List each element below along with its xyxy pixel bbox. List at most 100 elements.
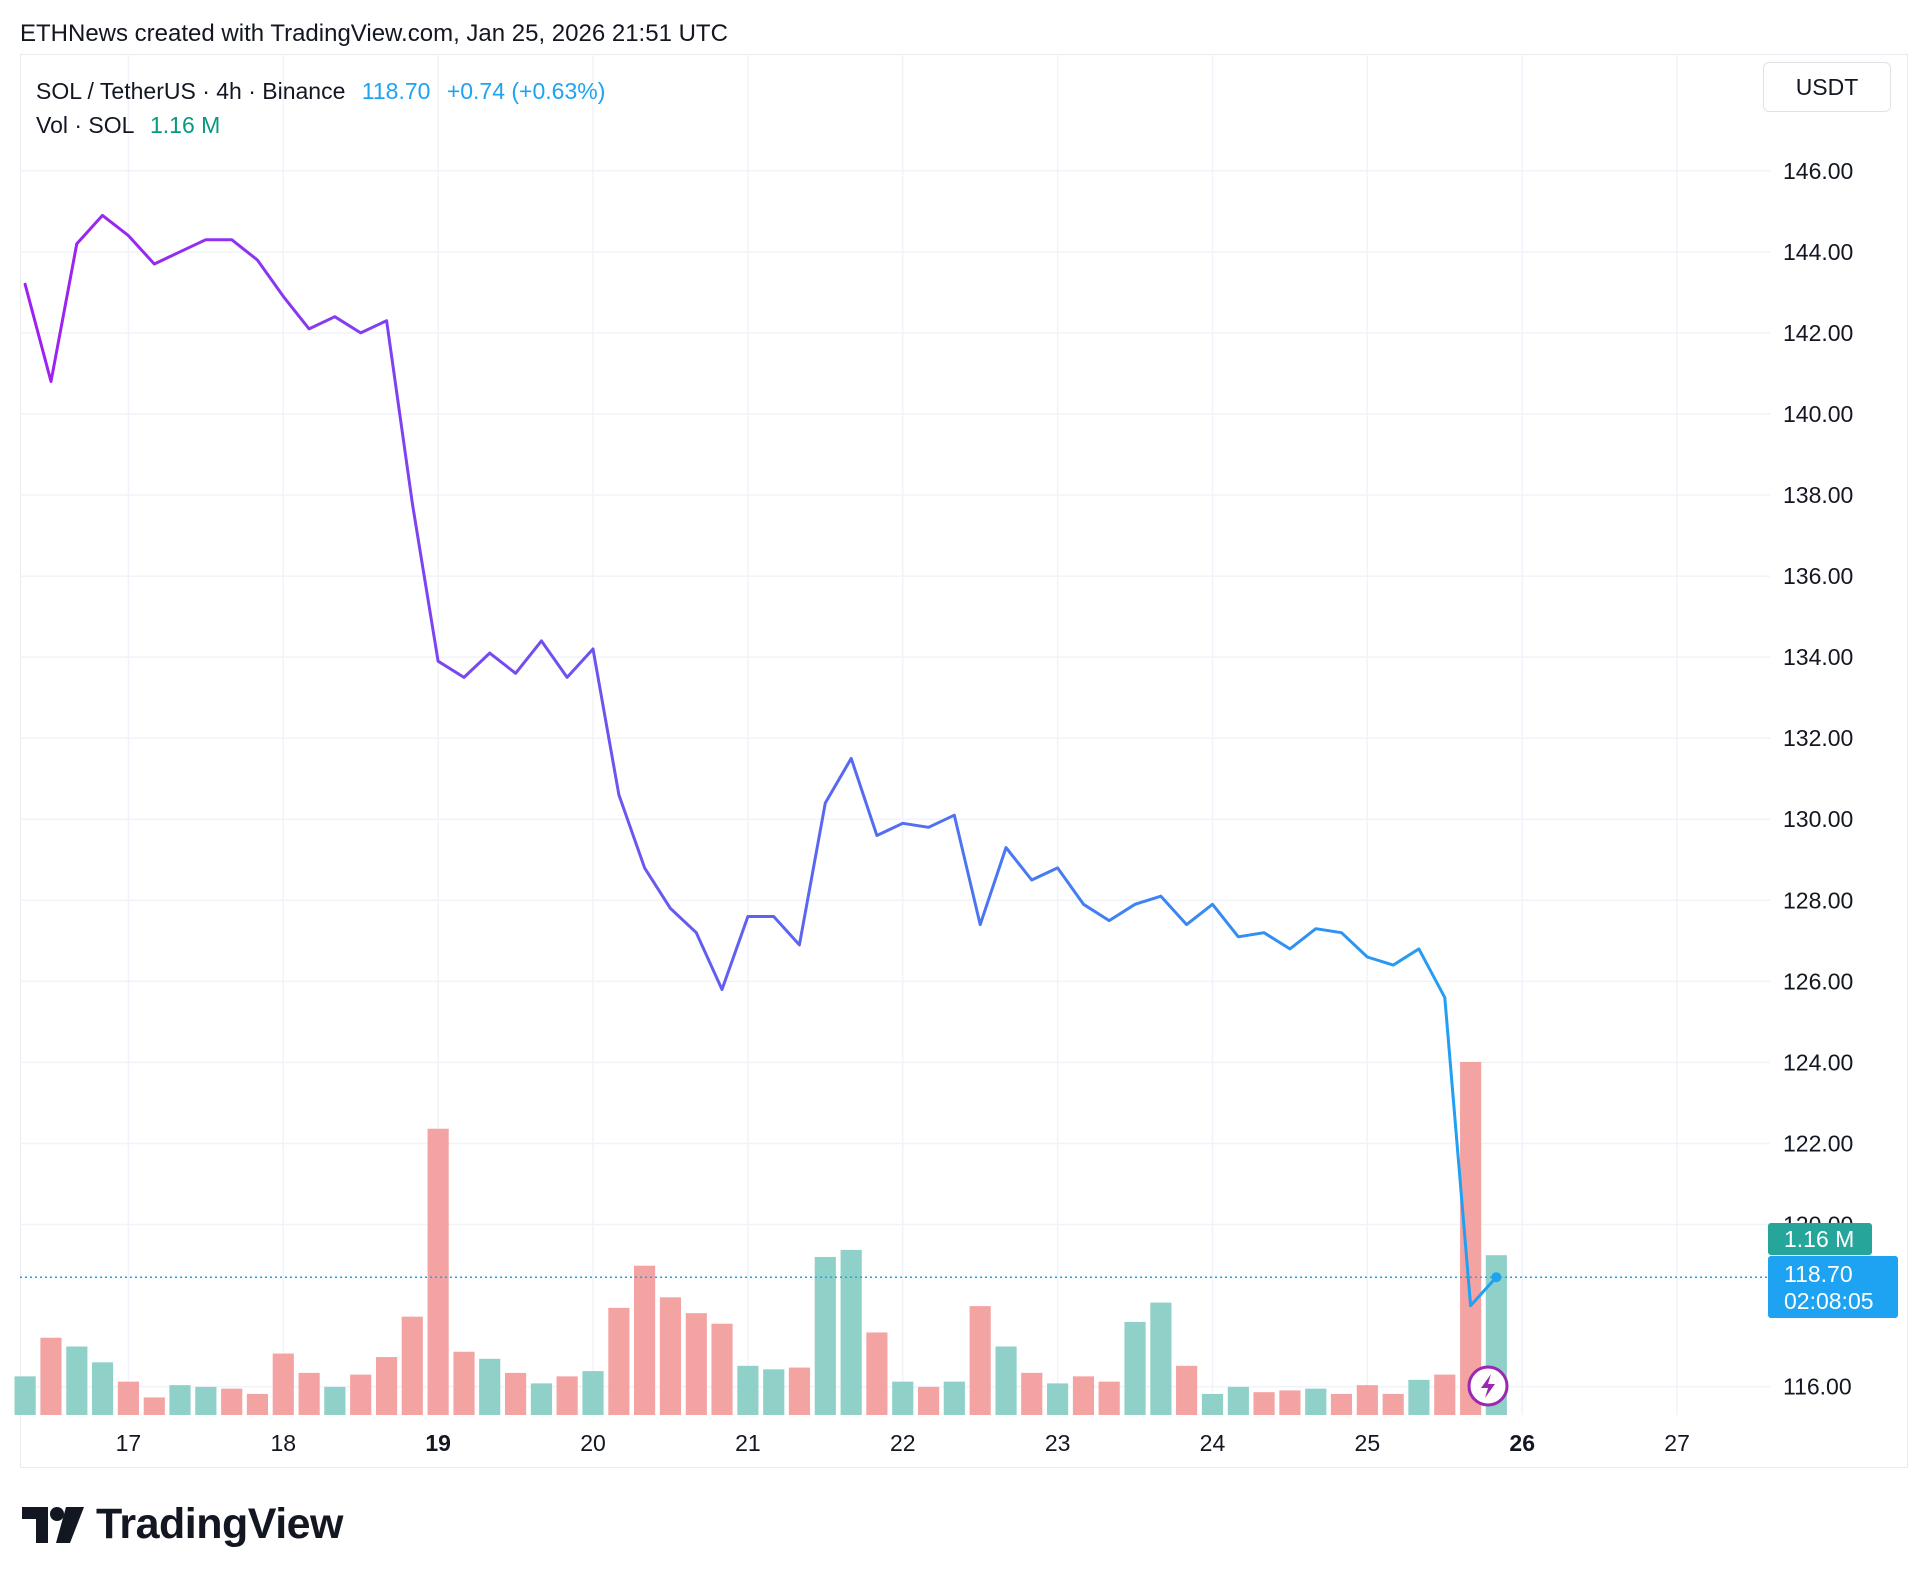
chart-credit: ETHNews created with TradingView.com, Ja…	[20, 20, 728, 47]
volume-bar	[1072, 1376, 1095, 1415]
last-price-value: 118.70	[361, 78, 431, 104]
x-tick-label: 22	[890, 1430, 916, 1456]
y-tick-label: 140.00	[1783, 401, 1853, 427]
volume-bar	[659, 1297, 682, 1415]
volume-bar	[272, 1353, 294, 1415]
y-tick-label: 144.00	[1783, 239, 1853, 265]
volume-bar	[1330, 1393, 1353, 1415]
volume-bar	[143, 1397, 165, 1415]
volume-bar	[1176, 1365, 1198, 1415]
volume-bar	[117, 1381, 139, 1415]
x-tick-label: 24	[1200, 1430, 1226, 1456]
volume-bar	[1356, 1385, 1378, 1415]
volume-bar	[892, 1381, 914, 1415]
volume-bar	[788, 1367, 811, 1415]
volume-bar	[995, 1346, 1017, 1415]
volume-bar	[1305, 1388, 1327, 1415]
volume-bar	[711, 1323, 733, 1415]
tradingview-logo[interactable]: TradingView	[22, 1500, 344, 1549]
volume-bar	[608, 1307, 630, 1415]
x-tick-label: 26	[1509, 1430, 1535, 1456]
volume-bar	[866, 1332, 888, 1415]
legend-symbol-row: SOL / TetherUS · 4h · Binance 118.70 +0.…	[36, 74, 605, 108]
volume-bar	[814, 1256, 836, 1415]
y-tick-label: 116.00	[1783, 1374, 1852, 1400]
volume-bar	[1408, 1379, 1430, 1415]
x-tick-label: 27	[1664, 1430, 1690, 1456]
grid-lines	[20, 54, 1770, 1415]
volume-bar	[504, 1372, 527, 1415]
volume-bar	[479, 1358, 501, 1415]
volume-bar	[943, 1381, 965, 1415]
volume-bar	[195, 1386, 217, 1415]
tradingview-logo-icon	[22, 1506, 84, 1543]
volume-bar	[91, 1362, 114, 1415]
volume-label[interactable]: Vol · SOL	[36, 112, 134, 138]
y-tick-label: 124.00	[1783, 1049, 1853, 1075]
volume-bar	[66, 1346, 88, 1415]
volume-bar	[530, 1383, 553, 1415]
volume-bars	[14, 1062, 1507, 1415]
volume-badge-label: 1.16 M	[1784, 1226, 1854, 1252]
tradingview-brand: TradingView	[96, 1500, 344, 1548]
volume-bar	[737, 1365, 759, 1415]
volume-bar	[221, 1388, 243, 1415]
volume-bar	[1434, 1374, 1456, 1415]
y-axis-labels: 146.00 144.00 142.00 140.00 138.00 136.00 134.…	[1783, 158, 1853, 1400]
volume-bar	[324, 1386, 346, 1415]
volume-bar	[14, 1376, 36, 1415]
y-tick-label: 142.00	[1783, 320, 1853, 346]
volume-bar	[556, 1376, 578, 1415]
countdown-label: 02:08:05	[1784, 1288, 1874, 1314]
volume-bar	[1047, 1383, 1069, 1415]
volume-badge	[1768, 1223, 1872, 1255]
legend-volume-row: Vol · SOL 1.16 M	[36, 108, 605, 142]
volume-bar	[427, 1128, 449, 1415]
volume-bar	[1279, 1390, 1301, 1415]
volume-bar	[40, 1337, 62, 1415]
x-tick-label: 23	[1045, 1430, 1071, 1456]
volume-bar	[1460, 1062, 1482, 1415]
volume-bar	[633, 1265, 656, 1415]
volume-bar	[1253, 1392, 1275, 1415]
price-line	[23, 213, 1498, 1308]
volume-bar	[763, 1369, 785, 1415]
chart-frame	[20, 54, 1908, 1468]
volume-bar	[401, 1316, 423, 1415]
price-badge	[1768, 1256, 1898, 1318]
price-change-value: +0.74 (+0.63%)	[446, 78, 606, 104]
volume-bar	[1021, 1372, 1043, 1415]
y-tick-label: 126.00	[1783, 968, 1853, 994]
x-tick-label: 18	[270, 1430, 296, 1456]
y-tick-label: 138.00	[1783, 482, 1853, 508]
volume-value: 1.16 M	[149, 112, 221, 138]
x-tick-label: 20	[580, 1430, 606, 1456]
y-tick-label: 128.00	[1783, 887, 1853, 913]
x-tick-label: 25	[1355, 1430, 1381, 1456]
volume-bar	[298, 1372, 320, 1415]
y-tick-label: 132.00	[1783, 725, 1853, 751]
volume-bar	[1201, 1393, 1224, 1415]
currency-selector[interactable]: USDT	[1763, 62, 1891, 112]
volume-bar	[1098, 1381, 1120, 1415]
chart-legend: SOL / TetherUS · 4h · Binance 118.70 +0.…	[36, 74, 605, 142]
last-price-dot	[1491, 1272, 1502, 1283]
volume-bar	[1150, 1302, 1172, 1415]
volume-bar	[1124, 1321, 1146, 1415]
volume-bar	[350, 1374, 372, 1415]
volume-bar	[1382, 1393, 1404, 1415]
symbol-label[interactable]: SOL / TetherUS · 4h · Binance	[36, 78, 346, 104]
x-axis-labels: 17 18 19 20 21 22 23 24 25 26 27	[116, 1430, 1690, 1456]
volume-bar	[582, 1371, 604, 1415]
volume-bar	[375, 1357, 398, 1415]
lightning-icon[interactable]	[1467, 1365, 1509, 1407]
y-tick-label: 136.00	[1783, 563, 1853, 589]
x-tick-label: 19	[425, 1430, 451, 1456]
volume-bar	[969, 1306, 991, 1415]
y-tick-label: 134.00	[1783, 644, 1853, 670]
volume-bar	[453, 1351, 475, 1415]
volume-bar	[840, 1249, 862, 1415]
y-tick-label: 122.00	[1783, 1130, 1853, 1156]
